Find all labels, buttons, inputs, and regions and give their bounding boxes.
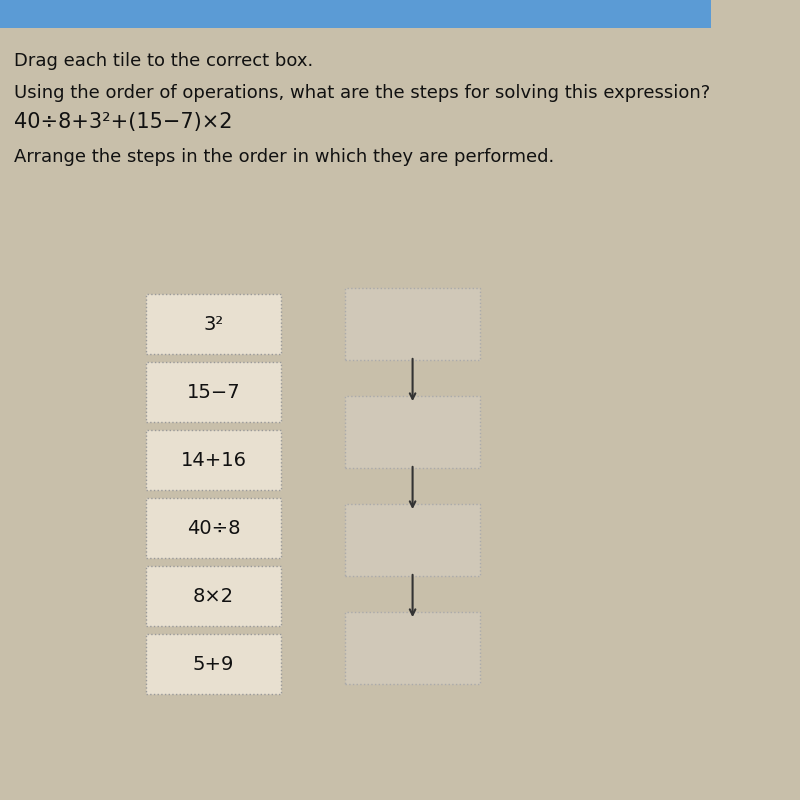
FancyBboxPatch shape [146,634,281,694]
FancyBboxPatch shape [345,504,480,576]
Text: 5+9: 5+9 [193,654,234,674]
Text: 3²: 3² [203,314,223,334]
Text: 8×2: 8×2 [193,586,234,606]
Text: Using the order of operations, what are the steps for solving this expression?: Using the order of operations, what are … [14,84,710,102]
Text: 14+16: 14+16 [181,450,246,470]
FancyBboxPatch shape [345,288,480,360]
FancyBboxPatch shape [146,362,281,422]
FancyBboxPatch shape [146,294,281,354]
Text: 15−7: 15−7 [186,382,240,402]
FancyBboxPatch shape [146,566,281,626]
Text: Arrange the steps in the order in which they are performed.: Arrange the steps in the order in which … [14,148,554,166]
Text: Drag each tile to the correct box.: Drag each tile to the correct box. [14,52,314,70]
FancyBboxPatch shape [146,430,281,490]
FancyBboxPatch shape [345,612,480,684]
Text: 40÷8: 40÷8 [186,518,240,538]
Text: 40÷8+3²+(15−7)×2: 40÷8+3²+(15−7)×2 [14,112,233,132]
FancyBboxPatch shape [345,396,480,468]
FancyBboxPatch shape [146,498,281,558]
FancyBboxPatch shape [0,0,711,28]
